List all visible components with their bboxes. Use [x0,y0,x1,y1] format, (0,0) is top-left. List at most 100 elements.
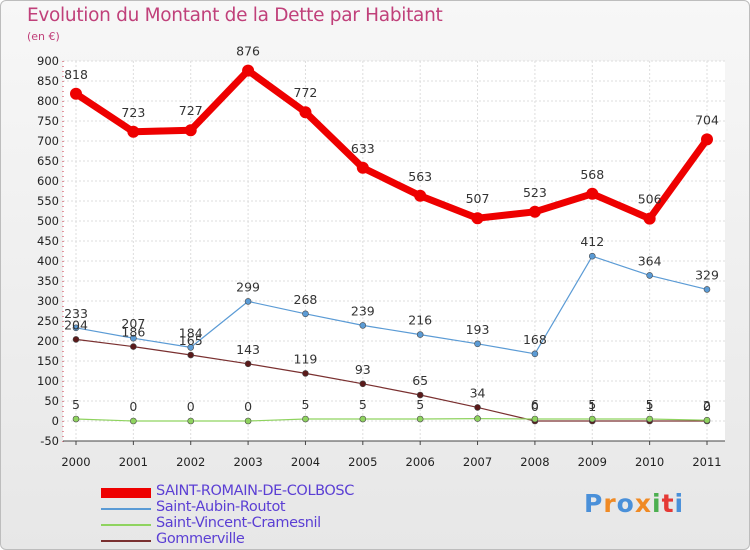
data-point [646,415,653,423]
data-label: 5 [588,397,596,412]
series-line [75,255,708,355]
legend-swatch [101,488,151,498]
data-label: 216 [408,313,432,328]
data-label: 772 [294,85,318,100]
series-line [72,67,711,223]
legend-swatch [101,540,151,542]
x-tick-label: 2010 [635,455,664,469]
data-label: 65 [412,373,428,388]
data-point [416,391,424,399]
y-tick-label: 850 [37,74,59,88]
data-label: 143 [236,342,260,357]
data-label: 5 [646,397,654,412]
data-label: 0 [129,399,137,414]
data-label: 727 [179,103,203,118]
data-point [359,322,367,329]
data-point [70,87,82,100]
data-label: 204 [64,317,88,332]
legend-label: Saint-Aubin-Routot [156,499,286,515]
proxiti-logo: Proxiti [584,489,684,518]
chart-title: Evolution du Montant de la Dette par Hab… [27,5,443,26]
data-point [244,417,252,425]
data-point [130,343,137,350]
data-label: 5 [301,397,309,412]
data-point [586,187,599,200]
series-0 [70,64,713,225]
logo-letter: x [634,489,652,518]
data-label: 1 [588,399,596,414]
y-tick-label: 650 [37,154,59,168]
x-tick-label: 2003 [233,455,262,469]
x-tick-label: 2002 [176,455,205,469]
data-label: 168 [523,332,547,347]
y-tick-label: 700 [37,134,59,148]
data-point [474,404,481,411]
data-point [127,125,140,138]
data-point [302,310,309,318]
legend-label: SAINT-ROMAIN-DE-COLBOSC [156,483,354,499]
data-point [531,415,539,423]
y-tick-label: 300 [37,294,59,308]
data-label: 876 [236,44,260,59]
y-tick-label: 250 [37,314,59,328]
data-point [414,189,427,202]
plot-area [63,61,725,441]
series-line [75,338,708,422]
data-label: 119 [294,351,318,366]
data-point [356,161,369,174]
x-tick-label: 2004 [291,455,320,469]
data-label: 723 [121,105,145,120]
series-2 [72,415,711,425]
x-tick-label: 2007 [463,455,492,469]
legend-label: Gommerville [156,531,245,547]
logo-letter: i [652,489,662,518]
data-label: 568 [580,167,604,182]
x-tick-label: 2005 [348,455,377,469]
logo-letter: t [661,489,675,518]
legend-item: Saint-Vincent-Cramesnil [101,515,431,533]
data-label: 563 [408,169,432,184]
data-label: 165 [179,333,203,348]
data-label: 5 [416,397,424,412]
y-tick-label: 800 [37,94,59,108]
data-point [244,360,252,368]
data-label: 507 [466,191,490,206]
data-point [531,350,539,358]
data-label: 299 [236,279,260,294]
data-point [703,416,711,424]
data-label: 233 [64,306,88,321]
data-point [359,380,367,388]
data-label: 0 [531,399,539,414]
data-point [359,415,367,423]
y-tick-label: 200 [37,334,59,348]
logo-letter: o [616,489,635,518]
data-label: 239 [351,303,375,318]
logo-letter: r [603,489,617,518]
series-line [75,418,708,422]
data-label: 1 [646,399,654,414]
data-point [588,415,596,423]
y-tick-label: 900 [37,54,59,68]
y-tick-label: 500 [37,214,59,228]
y-tick-label: 600 [37,174,59,188]
data-label: 93 [355,362,371,377]
data-point [528,205,541,218]
y-tick-label: 150 [37,354,59,368]
legend: SAINT-ROMAIN-DE-COLBOSC Saint-Aubin-Routo… [101,483,431,549]
data-point [416,331,424,338]
data-point [242,64,255,77]
legend-label: Saint-Vincent-Cramesnil [156,515,321,531]
data-point [72,336,80,343]
legend-item: SAINT-ROMAIN-DE-COLBOSC [101,483,431,501]
y-tick-label: 350 [37,274,59,288]
data-label: 412 [580,234,604,249]
data-label: 523 [523,185,547,200]
y-tick-label: 50 [44,394,59,408]
data-point [302,415,309,423]
data-label: 329 [695,267,719,282]
data-point [701,133,713,146]
data-point [299,106,312,119]
data-label: 6 [531,397,539,412]
y-tick-label: 100 [37,374,59,388]
legend-swatch [101,524,151,526]
